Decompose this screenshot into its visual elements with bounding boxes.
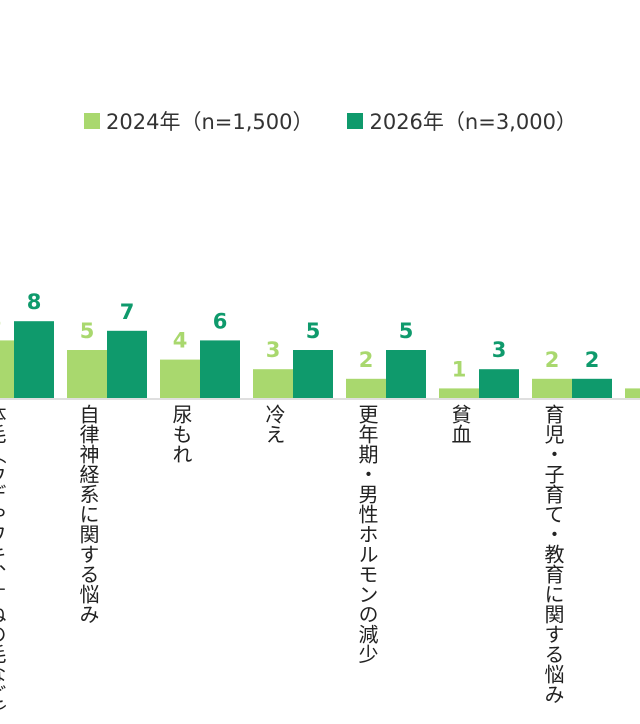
legend-item-2024: 2024年（n=1,500） — [84, 106, 313, 136]
category-label-6: 育児・子育て・教育に関する悩み — [541, 404, 565, 704]
legend: 2024年（n=1,500） 2026年（n=3,000） — [84, 106, 611, 136]
data-label-2026-0: 8 — [27, 290, 42, 314]
data-label-2024-3: 3 — [266, 338, 281, 362]
legend-label-2024: 2024年（n=1,500） — [106, 110, 314, 134]
bar-2026-6 — [572, 378, 612, 398]
bar-2024-6 — [532, 378, 572, 398]
bar-2026-1 — [107, 330, 147, 398]
bar-2026-0 — [14, 321, 54, 398]
bar-2026-3 — [293, 350, 333, 398]
data-label-2026-4: 5 — [399, 319, 414, 343]
data-label-2024-5: 1 — [452, 357, 467, 381]
data-label-2024-6: 2 — [545, 348, 560, 372]
bar-2024-4 — [346, 378, 386, 398]
data-label-2024-2: 4 — [173, 329, 188, 353]
data-label-2026-1: 7 — [120, 300, 135, 324]
bar-chart: 6 8 5 7 4 6 3 5 2 5 1 3 2 2 1 — [0, 290, 640, 400]
bar-2026-5 — [479, 369, 519, 398]
data-label-2026-2: 6 — [213, 309, 228, 333]
legend-swatch-2024 — [84, 113, 100, 129]
bar-2024-5 — [439, 388, 479, 398]
bar-2024-2 — [160, 359, 200, 398]
category-label-3: 冷え — [262, 404, 286, 444]
legend-swatch-2026 — [347, 113, 364, 129]
data-label-2024-4: 2 — [359, 348, 374, 372]
data-label-2024-1: 5 — [80, 319, 95, 343]
category-label-4: 更年期・男性ホルモンの減少 — [355, 404, 379, 664]
bar-2024-0 — [0, 340, 14, 398]
data-label-2024-7: 1 — [638, 357, 640, 381]
category-label-0: 体毛（ウデやワキ、すねの毛など） — [0, 404, 7, 724]
bar-2024-7 — [625, 388, 640, 398]
legend-label-2026: 2026年（n=3,000） — [369, 110, 577, 134]
category-label-2: 尿もれ — [169, 404, 193, 464]
legend-item-2026: 2026年（n=3,000） — [347, 106, 577, 136]
data-label-2024-0: 6 — [0, 309, 1, 333]
data-label-2026-3: 5 — [306, 319, 321, 343]
bars-group: 6 8 5 7 4 6 3 5 2 5 1 3 2 2 1 — [0, 290, 640, 398]
bar-2026-2 — [200, 340, 240, 398]
data-label-2026-5: 3 — [492, 338, 507, 362]
bar-2026-4 — [386, 350, 426, 398]
category-label-1: 自律神経系に関する悩み — [76, 404, 100, 624]
data-label-2026-6: 2 — [585, 348, 600, 372]
bar-2024-3 — [253, 369, 293, 398]
category-label-5: 貧血 — [448, 404, 472, 444]
bar-2024-1 — [67, 350, 107, 398]
